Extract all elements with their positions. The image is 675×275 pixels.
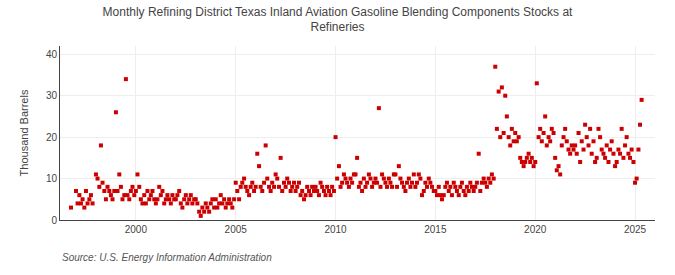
svg-text:2005: 2005 xyxy=(225,224,248,235)
svg-text:20: 20 xyxy=(46,132,58,143)
svg-text:2025: 2025 xyxy=(624,224,647,235)
svg-text:Source: U.S. Energy Informatio: Source: U.S. Energy Information Administ… xyxy=(62,252,272,263)
svg-text:2015: 2015 xyxy=(424,224,447,235)
svg-text:30: 30 xyxy=(46,90,58,101)
svg-text:10: 10 xyxy=(46,173,58,184)
svg-text:2020: 2020 xyxy=(524,224,547,235)
svg-text:2010: 2010 xyxy=(324,224,347,235)
svg-text:40: 40 xyxy=(46,49,58,60)
svg-text:Monthly Refining District Texa: Monthly Refining District Texas Inland A… xyxy=(103,5,573,35)
svg-text:2000: 2000 xyxy=(125,224,148,235)
svg-text:Thousand Barrels: Thousand Barrels xyxy=(18,89,30,176)
svg-text:0: 0 xyxy=(51,215,57,226)
